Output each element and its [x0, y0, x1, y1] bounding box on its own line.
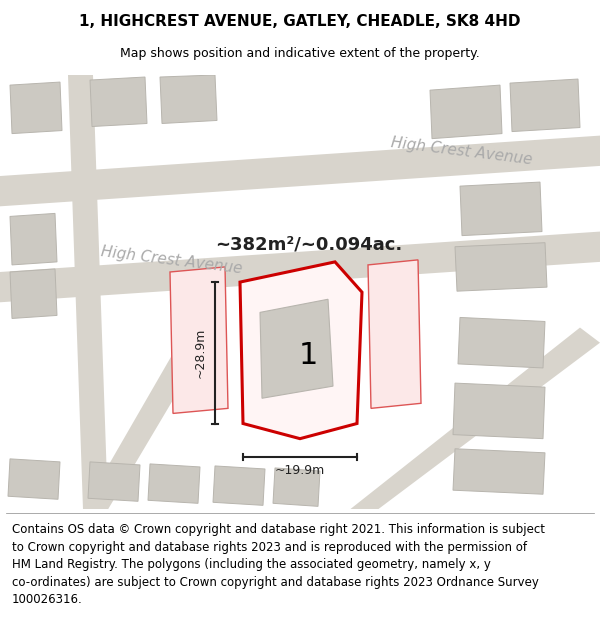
Text: Map shows position and indicative extent of the property.: Map shows position and indicative extent…	[120, 48, 480, 61]
Text: 1, HIGHCREST AVENUE, GATLEY, CHEADLE, SK8 4HD: 1, HIGHCREST AVENUE, GATLEY, CHEADLE, SK…	[79, 14, 521, 29]
Polygon shape	[160, 75, 217, 124]
Polygon shape	[260, 299, 333, 398]
Polygon shape	[68, 75, 108, 509]
Text: ~19.9m: ~19.9m	[275, 464, 325, 478]
Polygon shape	[510, 79, 580, 132]
Polygon shape	[10, 213, 57, 265]
Text: High Crest Avenue: High Crest Avenue	[390, 134, 533, 167]
Polygon shape	[453, 449, 545, 494]
Polygon shape	[0, 136, 600, 206]
Text: Contains OS data © Crown copyright and database right 2021. This information is : Contains OS data © Crown copyright and d…	[12, 523, 545, 606]
Polygon shape	[273, 468, 320, 506]
Polygon shape	[90, 77, 147, 126]
Polygon shape	[83, 332, 210, 509]
Text: ~28.9m: ~28.9m	[194, 328, 207, 378]
Polygon shape	[8, 459, 60, 499]
Polygon shape	[455, 242, 547, 291]
Polygon shape	[0, 232, 600, 302]
Polygon shape	[458, 318, 545, 368]
Polygon shape	[453, 383, 545, 439]
Text: High Crest Avenue: High Crest Avenue	[100, 244, 243, 276]
Polygon shape	[240, 262, 362, 439]
Polygon shape	[213, 466, 265, 506]
Polygon shape	[460, 182, 542, 236]
Text: ~382m²/~0.094ac.: ~382m²/~0.094ac.	[215, 236, 402, 254]
Text: 1: 1	[298, 341, 317, 371]
Polygon shape	[88, 462, 140, 501]
Polygon shape	[350, 328, 600, 509]
Polygon shape	[10, 82, 62, 134]
Polygon shape	[430, 85, 502, 139]
Polygon shape	[368, 260, 421, 408]
Polygon shape	[170, 267, 228, 413]
Polygon shape	[10, 269, 57, 319]
Polygon shape	[148, 464, 200, 503]
